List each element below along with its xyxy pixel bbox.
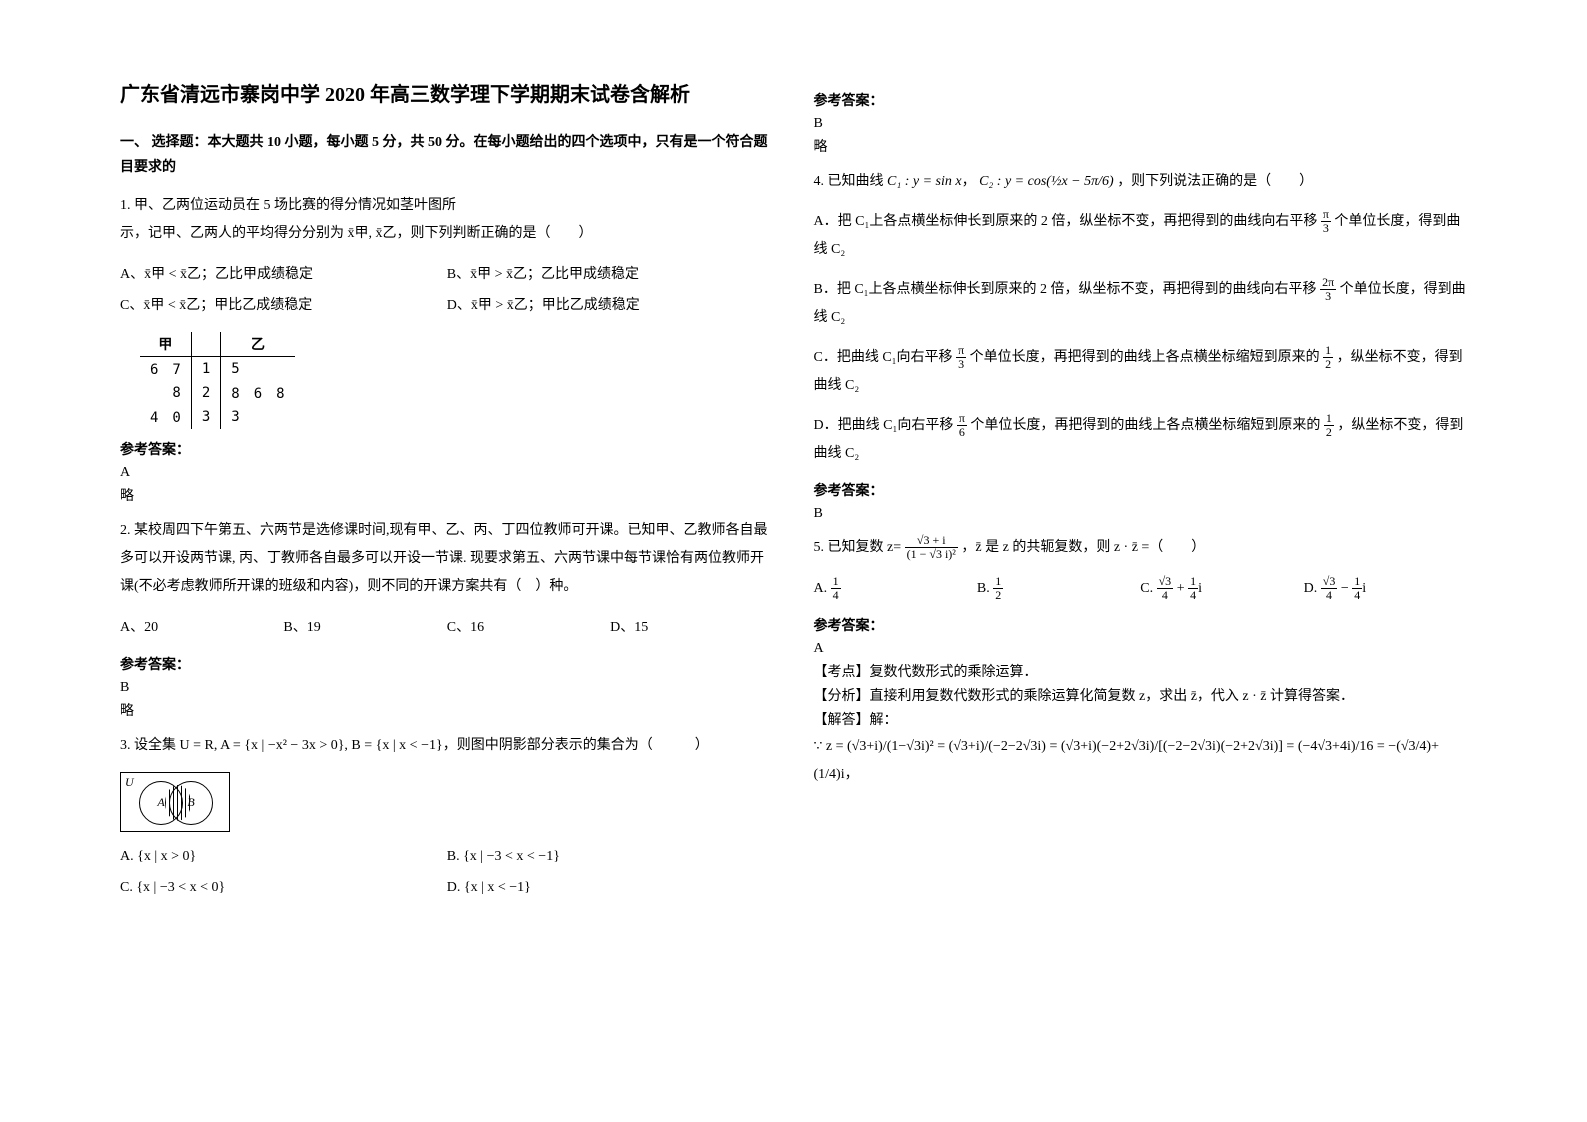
sl-r1-m: 1 (191, 356, 220, 381)
sl-r3-m: 3 (191, 405, 220, 429)
q4-option-b: B．把 C₁上各点横坐标伸长到原来的 2 倍，纵坐标不变，再把得到的曲线向右平移… (814, 276, 1468, 332)
q5-option-c: C. √34 + 14i (1140, 574, 1303, 605)
q4a-frac: π3 (1321, 208, 1331, 235)
question-4: 4. 已知曲线 C₁ : y = sin x， C₂ : y = cos(½x … (814, 168, 1468, 196)
q1-text-line2: 示，记甲、乙两人的平均得分分别为 x̄甲, x̄乙，则下列判断正确的是（ ） (120, 220, 774, 248)
question-1: 1. 甲、乙两位运动员在 5 场比赛的得分情况如茎叶图所 示，记甲、乙两人的平均… (120, 192, 774, 248)
q5-post: ，z̄ 是 z 的共轭复数，则 z · z̄ =（ ） (961, 540, 1205, 555)
q4-text-post: ，则下列说法正确的是（ ） (1117, 174, 1313, 189)
q4d-frac2: 12 (1324, 412, 1334, 439)
venn-set-b: B (169, 781, 213, 825)
q5-answer-label: 参考答案： (814, 615, 1468, 635)
stemleaf-header-left: 甲 (140, 332, 191, 357)
q5-option-d: D. √34 − 14i (1304, 574, 1467, 605)
q5-fx: 【分析】直接利用复数代数形式的乘除运算化简复数 z，求出 z̄，代入 z · z… (814, 685, 1468, 705)
section-1-header: 一、 选择题：本大题共 10 小题，每小题 5 分，共 50 分。在每小题给出的… (120, 130, 774, 180)
question-3: 3. 设全集 U = R, A = {x | −x² − 3x > 0}, B … (120, 732, 774, 760)
q4-answer: B (814, 506, 1468, 522)
sl-r1-r: 5 (221, 356, 295, 381)
q2-option-a: A、20 (120, 613, 283, 644)
q4-option-d: D．把曲线 C₁向右平移 π6 个单位长度，再把得到的曲线上各点横坐标缩短到原来… (814, 412, 1468, 468)
q5-options: A. 14 B. 12 C. √34 + 14i D. √34 − 14i (814, 574, 1468, 605)
q4c-mid: 个单位长度，再把得到的曲线上各点横坐标缩短到原来的 (970, 350, 1324, 365)
q3-options: A. {x | x > 0} B. {x | −3 < x < −1} C. {… (120, 842, 774, 904)
q5-option-b: B. 12 (977, 574, 1140, 605)
q5-option-a: A. 14 (814, 574, 977, 605)
q1-answer-label: 参考答案： (120, 439, 774, 459)
stem-leaf-plot: 甲 乙 6 7 1 5 8 2 8 6 8 4 0 3 3 (140, 332, 295, 429)
q5-expr: √3 + i(1 − √3 i)² (905, 534, 958, 561)
q1-option-a: A、x̄甲 < x̄乙；乙比甲成绩稳定 (120, 260, 447, 291)
q1-options: A、x̄甲 < x̄乙；乙比甲成绩稳定 B、x̄甲 > x̄乙；乙比甲成绩稳定 … (120, 260, 774, 322)
q4d-frac: π6 (957, 412, 967, 439)
q3-brief: 略 (814, 136, 1468, 156)
question-5: 5. 已知复数 z= √3 + i(1 − √3 i)² ，z̄ 是 z 的共轭… (814, 534, 1468, 562)
q4-text-pre: 4. 已知曲线 (814, 174, 888, 189)
q4b-frac: 2π3 (1320, 276, 1336, 303)
q4a-pre: A．把 C₁上各点横坐标伸长到原来的 2 倍，纵坐标不变，再把得到的曲线向右平移 (814, 214, 1321, 229)
sl-r1-l: 6 7 (140, 356, 191, 381)
stemleaf-header-right: 乙 (221, 332, 295, 357)
stemleaf-header-mid (191, 332, 220, 357)
q2-option-d: D、15 (610, 613, 773, 644)
q5-eq: ∵ z = (√3+i)/(1−√3i)² = (√3+i)/(−2−2√3i)… (814, 733, 1468, 789)
q2-option-c: C、16 (447, 613, 610, 644)
sl-r3-l: 4 0 (140, 405, 191, 429)
q1-brief: 略 (120, 485, 774, 505)
q3-option-b: B. {x | −3 < x < −1} (447, 842, 774, 873)
q4-c1: C₁ : y = sin x (887, 174, 962, 189)
q3-option-c: C. {x | −3 < x < 0} (120, 873, 447, 904)
q4d-mid: 个单位长度，再把得到的曲线上各点横坐标缩短到原来的 (970, 418, 1324, 433)
sl-r2-m: 2 (191, 381, 220, 405)
q4d-pre: D．把曲线 C₁向右平移 (814, 418, 957, 433)
q2-option-b: B、19 (283, 613, 446, 644)
q1-option-d: D、x̄甲 > x̄乙；甲比乙成绩稳定 (447, 291, 774, 322)
left-column: 广东省清远市寨岗中学 2020 年高三数学理下学期期末试卷含解析 一、 选择题：… (100, 80, 794, 1082)
q2-answer-label: 参考答案： (120, 654, 774, 674)
q4-option-a: A．把 C₁上各点横坐标伸长到原来的 2 倍，纵坐标不变，再把得到的曲线向右平移… (814, 208, 1468, 264)
question-2: 2. 某校周四下午第五、六两节是选修课时间,现有甲、乙、丙、丁四位教师可开课。已… (120, 517, 774, 601)
q4-c2: C₂ : y = cos(½x − 5π/6) (979, 174, 1114, 189)
q1-option-b: B、x̄甲 > x̄乙；乙比甲成绩稳定 (447, 260, 774, 291)
page-title: 广东省清远市寨岗中学 2020 年高三数学理下学期期末试卷含解析 (120, 80, 774, 110)
q2-answer: B (120, 680, 774, 696)
right-column: 参考答案： B 略 4. 已知曲线 C₁ : y = sin x， C₂ : y… (794, 80, 1488, 1082)
q1-text-line1: 1. 甲、乙两位运动员在 5 场比赛的得分情况如茎叶图所 (120, 192, 774, 220)
q5-answer: A (814, 641, 1468, 657)
venn-diagram: A B (120, 772, 230, 832)
q4-option-c: C．把曲线 C₁向右平移 π3 个单位长度，再把得到的曲线上各点横坐标缩短到原来… (814, 344, 1468, 400)
q5-kd: 【考点】复数代数形式的乘除运算． (814, 661, 1468, 681)
q1-option-c: C、x̄甲 < x̄乙；甲比乙成绩稳定 (120, 291, 447, 322)
q4c-frac: π3 (956, 344, 966, 371)
q3-option-d: D. {x | x < −1} (447, 873, 774, 904)
q3-answer: B (814, 116, 1468, 132)
sl-r2-r: 8 6 8 (221, 381, 295, 405)
q4-answer-label: 参考答案： (814, 480, 1468, 500)
q2-brief: 略 (120, 700, 774, 720)
q5-jd: 【解答】解： (814, 709, 1468, 729)
sl-r2-l: 8 (140, 381, 191, 405)
q2-options: A、20 B、19 C、16 D、15 (120, 613, 774, 644)
q5-pre: 5. 已知复数 z= (814, 540, 905, 555)
q4c-frac2: 12 (1323, 344, 1333, 371)
sl-r3-r: 3 (221, 405, 295, 429)
q4b-pre: B．把 C₁上各点横坐标伸长到原来的 2 倍，纵坐标不变，再把得到的曲线向右平移 (814, 282, 1321, 297)
q1-answer: A (120, 465, 774, 481)
q3-answer-label: 参考答案： (814, 90, 1468, 110)
q4c-pre: C．把曲线 C₁向右平移 (814, 350, 957, 365)
q3-option-a: A. {x | x > 0} (120, 842, 447, 873)
